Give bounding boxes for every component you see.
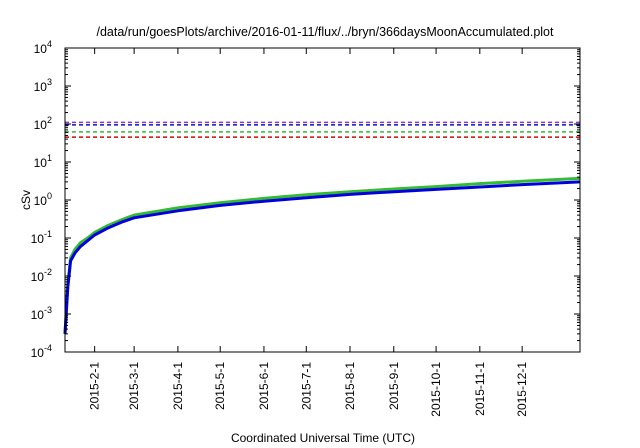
- x-tick-label: 2015-8-1: [343, 362, 357, 410]
- chart-title: /data/run/goesPlots/archive/2016-01-11/f…: [97, 25, 555, 39]
- x-tick-label: 2015-11-1: [473, 362, 487, 416]
- x-tick-label: 2015-3-1: [127, 362, 141, 410]
- y-tick-label: 10-4: [31, 343, 52, 360]
- plot-frame: [64, 47, 581, 353]
- y-tick-label: 104: [34, 39, 52, 56]
- x-tick-label: 2015-2-1: [88, 362, 102, 410]
- series-lines: [63, 176, 581, 334]
- series-line: [63, 176, 581, 334]
- x-axis: 2015-2-1 2015-3-1 2015-4-1 2015-5-1 2015-6-1…: [88, 48, 529, 417]
- x-tick-label: 2015-10-1: [429, 362, 443, 417]
- y-axis: 10-4 10-3 10-2 10-1 100 101 102 103 104: [31, 39, 580, 360]
- y-tick-label: 10-3: [31, 305, 52, 322]
- y-axis-label: cSv: [19, 190, 33, 210]
- reference-lines: [65, 121, 580, 138]
- x-tick-label: 2015-5-1: [213, 362, 227, 410]
- y-tick-label: 100: [34, 191, 52, 208]
- x-tick-label: 2015-6-1: [257, 362, 271, 410]
- series-line: [63, 180, 581, 334]
- x-axis-label: Coordinated Universal Time (UTC): [231, 431, 415, 445]
- x-tick-label: 2015-4-1: [171, 362, 185, 410]
- y-tick-label: 102: [34, 115, 52, 132]
- y-tick-label: 10-2: [31, 267, 52, 284]
- x-tick-label: 2015-12-1: [515, 362, 529, 417]
- x-tick-label: 2015-7-1: [299, 362, 313, 410]
- y-tick-label: 101: [34, 153, 52, 170]
- y-tick-label: 103: [34, 77, 52, 94]
- x-tick-label: 2015-9-1: [387, 362, 401, 410]
- y-tick-label: 10-1: [31, 229, 52, 246]
